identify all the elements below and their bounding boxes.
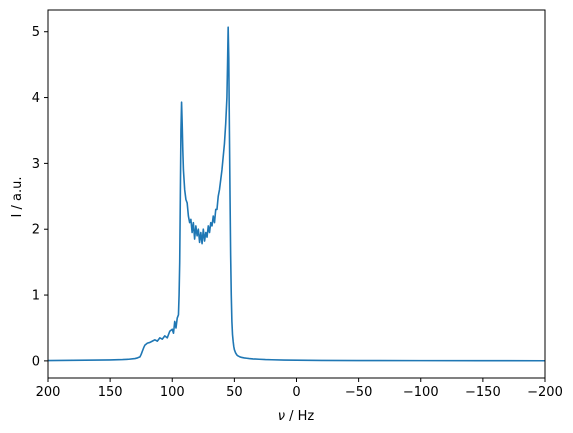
x-tick-label: 150	[98, 385, 123, 400]
x-tick-label: −150	[465, 385, 501, 400]
x-axis-symbol: ν	[278, 409, 285, 424]
x-axis-unit: / Hz	[285, 409, 314, 424]
x-tick-label: 50	[226, 385, 243, 400]
x-tick-label: 200	[36, 385, 61, 400]
x-tick-label: 0	[292, 385, 300, 400]
ticks: 200 150 100 50 0 −50 −100 −150 −200 0 1 2 3 4 5	[32, 25, 563, 400]
x-tick-label: 100	[160, 385, 185, 400]
y-tick-label: 2	[32, 223, 40, 238]
series-line-0	[48, 26, 545, 362]
y-tick-label: 4	[32, 91, 40, 106]
x-tick-label: −100	[403, 385, 439, 400]
x-axis-label: ν / Hz	[278, 409, 315, 424]
y-axis-label: I / a.u.	[10, 177, 25, 218]
x-tick-label: −50	[345, 385, 372, 400]
y-tick-label: 0	[32, 354, 40, 369]
y-tick-label: 3	[32, 157, 40, 172]
y-tick-label: 5	[32, 25, 40, 40]
x-tick-label: −200	[527, 385, 563, 400]
y-tick-label: 1	[32, 289, 40, 304]
